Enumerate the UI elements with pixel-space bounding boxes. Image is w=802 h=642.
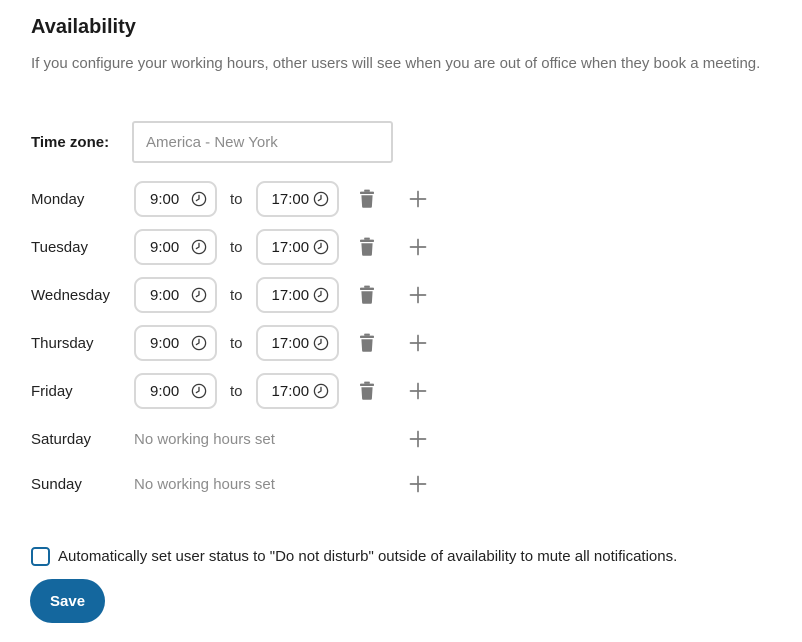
delete-slot-button[interactable]	[358, 237, 376, 257]
delete-slot-button[interactable]	[358, 381, 376, 401]
end-time-input[interactable]: 17:00	[255, 229, 339, 265]
trash-icon	[359, 189, 374, 208]
to-label: to	[230, 382, 243, 400]
start-time-input[interactable]: 9:00	[134, 373, 217, 409]
availability-row-wednesday: Wednesday 9:00 to 17:00	[31, 277, 782, 313]
day-label: Monday	[31, 190, 85, 208]
day-label: Sunday	[31, 475, 82, 493]
start-time-input[interactable]: 9:00	[134, 277, 217, 313]
start-time-input[interactable]: 9:00	[134, 325, 217, 361]
no-working-hours-text: No working hours set	[134, 430, 275, 448]
clock-icon[interactable]	[313, 287, 329, 303]
dnd-checkbox[interactable]	[31, 547, 50, 566]
end-time-input[interactable]: 17:00	[255, 373, 339, 409]
to-label: to	[230, 286, 243, 304]
clock-icon[interactable]	[313, 191, 329, 207]
plus-icon	[409, 475, 427, 493]
clock-icon[interactable]	[191, 191, 207, 207]
end-time-input[interactable]: 17:00	[255, 277, 339, 313]
add-slot-button[interactable]	[409, 475, 427, 493]
end-time-value: 17:00	[271, 238, 310, 256]
page-title: Availability	[31, 16, 136, 38]
clock-icon[interactable]	[313, 383, 329, 399]
day-label: Friday	[31, 382, 73, 400]
dnd-row: Automatically set user status to "Do not…	[31, 547, 782, 566]
start-time-input[interactable]: 9:00	[134, 181, 217, 217]
add-slot-button[interactable]	[409, 238, 427, 256]
delete-slot-button[interactable]	[358, 285, 376, 305]
start-time-input[interactable]: 9:00	[134, 229, 217, 265]
availability-row-friday: Friday 9:00 to 17:00	[31, 373, 782, 409]
end-time-value: 17:00	[271, 334, 310, 352]
add-slot-button[interactable]	[409, 286, 427, 304]
plus-icon	[409, 334, 427, 352]
availability-row-thursday: Thursday 9:00 to 17:00	[31, 325, 782, 361]
end-time-value: 17:00	[271, 382, 310, 400]
add-slot-button[interactable]	[409, 382, 427, 400]
availability-settings-panel: Availability If you configure your worki…	[30, 16, 782, 623]
trash-icon	[359, 285, 374, 304]
start-time-value: 9:00	[150, 382, 180, 400]
working-hours-list: Monday 9:00 to 17:00	[31, 181, 782, 502]
day-label: Tuesday	[31, 238, 88, 256]
timezone-label: Time zone:	[31, 133, 110, 151]
save-button[interactable]: Save	[30, 579, 106, 623]
clock-icon[interactable]	[191, 383, 207, 399]
dnd-checkbox-label[interactable]: Automatically set user status to "Do not…	[58, 548, 678, 565]
page-description: If you configure your working hours, oth…	[31, 55, 761, 72]
plus-icon	[409, 286, 427, 304]
day-label: Wednesday	[31, 286, 110, 304]
availability-row-tuesday: Tuesday 9:00 to 17:00	[31, 229, 782, 265]
delete-slot-button[interactable]	[358, 189, 376, 209]
add-slot-button[interactable]	[409, 334, 427, 352]
end-time-input[interactable]: 17:00	[255, 181, 339, 217]
timezone-input[interactable]	[132, 121, 393, 163]
plus-icon	[409, 238, 427, 256]
to-label: to	[230, 334, 243, 352]
delete-slot-button[interactable]	[358, 333, 376, 353]
add-slot-button[interactable]	[409, 190, 427, 208]
to-label: to	[230, 190, 243, 208]
day-label: Thursday	[31, 334, 94, 352]
start-time-value: 9:00	[150, 238, 180, 256]
add-slot-button[interactable]	[409, 430, 427, 448]
clock-icon[interactable]	[313, 335, 329, 351]
trash-icon	[359, 237, 374, 256]
start-time-value: 9:00	[150, 286, 180, 304]
trash-icon	[359, 381, 374, 400]
day-label: Saturday	[31, 430, 92, 448]
no-working-hours-text: No working hours set	[134, 475, 275, 493]
to-label: to	[230, 238, 243, 256]
plus-icon	[409, 190, 427, 208]
end-time-input[interactable]: 17:00	[255, 325, 339, 361]
trash-icon	[359, 333, 374, 352]
timezone-row: Time zone:	[31, 121, 782, 163]
plus-icon	[409, 430, 427, 448]
clock-icon[interactable]	[191, 287, 207, 303]
clock-icon[interactable]	[191, 239, 207, 255]
availability-row-monday: Monday 9:00 to 17:00	[31, 181, 782, 217]
end-time-value: 17:00	[271, 190, 310, 208]
clock-icon[interactable]	[191, 335, 207, 351]
availability-row-saturday: Saturday No working hours set	[31, 421, 782, 457]
clock-icon[interactable]	[313, 239, 329, 255]
availability-row-sunday: Sunday No working hours set	[31, 466, 782, 502]
plus-icon	[409, 382, 427, 400]
start-time-value: 9:00	[150, 190, 180, 208]
start-time-value: 9:00	[150, 334, 180, 352]
end-time-value: 17:00	[271, 286, 310, 304]
